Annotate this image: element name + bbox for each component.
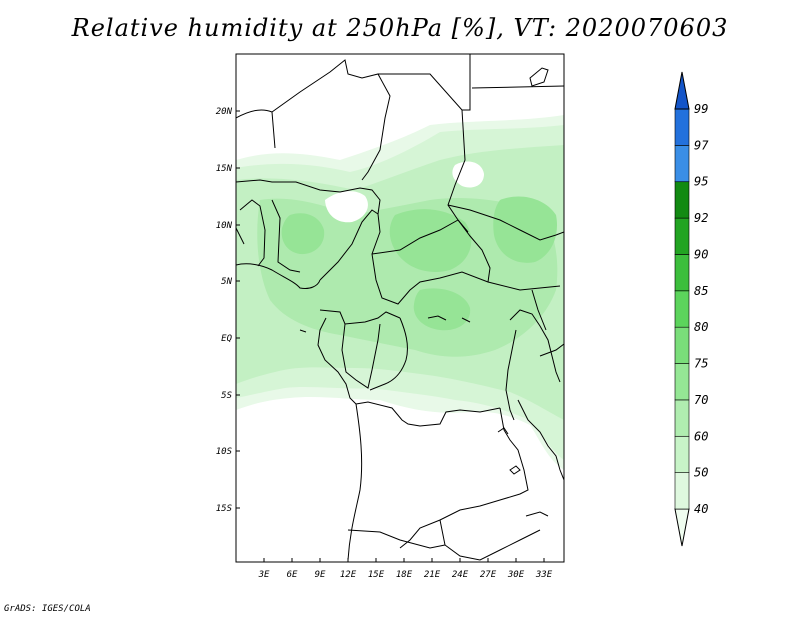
colorbar-segment xyxy=(674,399,690,437)
lat-labels: 20N 15N 10N 5N EQ 5S 10S 15S xyxy=(216,107,233,514)
colorbar-label: 60 xyxy=(694,429,708,443)
rh-70-contour xyxy=(257,198,558,357)
colorbar-label: 90 xyxy=(694,247,708,261)
rh-dry-patch xyxy=(325,191,368,223)
lon-labels: 3E 6E 9E 12E 15E 18E 21E 24E 27E 30E 33E xyxy=(258,570,553,580)
rh-75-patch-2 xyxy=(493,196,558,263)
lat-label: 5S xyxy=(221,391,232,401)
lat-label: 20N xyxy=(216,107,233,117)
lon-label: 9E xyxy=(315,570,326,580)
lon-label: 3E xyxy=(258,570,270,580)
colorbar-segment xyxy=(674,181,690,219)
colorbar-label: 92 xyxy=(694,211,708,225)
lon-label: 15E xyxy=(368,570,385,580)
colorbar-label: 99 xyxy=(694,102,708,116)
map-title: Relative humidity at 250hPa [%], VT: 202… xyxy=(71,14,729,42)
colorbar-segment xyxy=(674,326,690,364)
colorbar-segment xyxy=(674,108,690,146)
colorbar-upper-arrow xyxy=(674,71,690,110)
lon-label: 18E xyxy=(396,570,413,580)
country-borders xyxy=(236,54,564,561)
lon-tick-marks xyxy=(263,558,545,562)
colorbar-label: 75 xyxy=(694,357,708,371)
colorbar-label: 97 xyxy=(694,138,709,152)
lat-label: 15S xyxy=(216,504,233,514)
lat-tick-marks xyxy=(236,110,240,509)
lon-label: 27E xyxy=(480,570,497,580)
colorbar-label: 95 xyxy=(694,175,708,189)
grads-credit: GrADS: IGES/COLA xyxy=(4,604,91,614)
rh-75-patch-4 xyxy=(413,288,471,331)
lon-label: 33E xyxy=(535,570,553,580)
colorbar-lower-arrow xyxy=(674,508,690,547)
lat-label: EQ xyxy=(221,334,232,344)
map-frame xyxy=(235,53,565,563)
lon-label: 6E xyxy=(287,570,298,580)
colorbar-segment xyxy=(674,435,690,473)
lon-label: 12E xyxy=(340,570,357,580)
colorbar-segment xyxy=(674,217,690,255)
lon-label: 24E xyxy=(452,570,469,580)
colorbar-segment xyxy=(674,254,690,292)
colorbar-label: 80 xyxy=(694,320,708,334)
lon-label: 21E xyxy=(424,570,441,580)
rh-dry-patch-2 xyxy=(452,161,484,188)
colorbar-label: 40 xyxy=(694,502,708,516)
colorbar-label: 70 xyxy=(694,393,708,407)
lat-label: 5N xyxy=(221,277,232,287)
rh-75-patch-3 xyxy=(281,213,325,255)
humidity-field xyxy=(236,115,564,470)
lat-label: 15N xyxy=(216,164,233,174)
lon-label: 30E xyxy=(507,570,525,580)
lat-label: 10N xyxy=(216,221,233,231)
rh-75-patch-1 xyxy=(389,209,472,272)
lat-label: 10S xyxy=(216,447,233,457)
colorbar-segment xyxy=(674,472,690,510)
colorbar-label: 85 xyxy=(694,284,708,298)
colorbar-segment xyxy=(674,363,690,401)
colorbar: 40 50 60 70 75 80 85 90 92 95 97 99 xyxy=(674,71,709,547)
colorbar-label: 50 xyxy=(694,466,708,480)
colorbar-segment xyxy=(674,290,690,328)
colorbar-segment xyxy=(674,145,690,183)
